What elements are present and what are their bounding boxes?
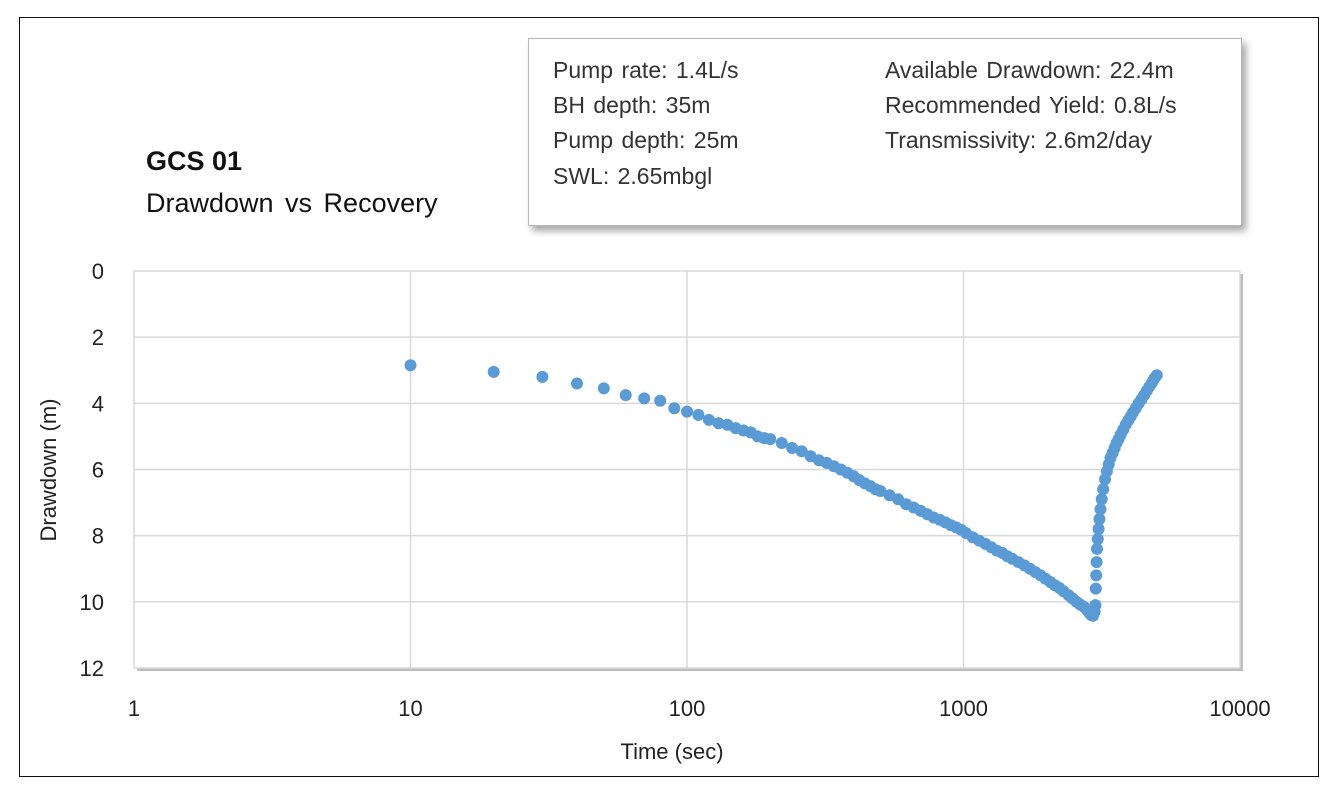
x-tick-label: 100 xyxy=(669,696,706,721)
data-point xyxy=(536,370,549,383)
data-point xyxy=(775,437,788,449)
y-tick-label: 0 xyxy=(92,259,104,284)
data-point xyxy=(571,377,583,390)
data-point xyxy=(1095,493,1108,506)
data-point xyxy=(487,365,500,378)
data-point xyxy=(786,442,799,454)
info-available-drawdown: Available Drawdown: 22.4m xyxy=(885,57,1174,83)
info-bh-depth: BH depth: 35m xyxy=(553,92,711,118)
info-recommended-yield: Recommended Yield: 0.8L/s xyxy=(885,92,1177,118)
pump-test-info-box: Pump rate: 1.4L/s BH depth: 35m Pump dep… xyxy=(528,38,1242,226)
y-tick-label: 6 xyxy=(92,458,104,483)
data-point xyxy=(1091,542,1103,555)
data-point xyxy=(404,359,417,372)
x-tick-label: 10000 xyxy=(1209,696,1270,721)
data-point xyxy=(874,485,887,497)
x-tick-label: 1000 xyxy=(939,696,988,721)
info-swl: SWL: 2.65mbgl xyxy=(553,163,713,189)
data-point xyxy=(1090,556,1103,569)
y-tick-label: 8 xyxy=(92,524,104,549)
data-point xyxy=(712,417,725,430)
y-tick-label: 12 xyxy=(80,656,104,681)
data-point xyxy=(619,389,632,402)
x-tick-label: 10 xyxy=(398,696,422,721)
chart-title: GCS 01 xyxy=(146,146,243,176)
x-tick-label: 1 xyxy=(128,696,140,721)
data-point xyxy=(638,392,651,405)
info-pump-depth: Pump depth: 25m xyxy=(553,127,739,153)
data-point xyxy=(668,402,681,415)
y-tick-label: 10 xyxy=(80,590,104,615)
data-point xyxy=(795,445,808,458)
x-axis-label: Time (sec) xyxy=(620,739,723,764)
data-point xyxy=(1089,582,1102,595)
y-axis-label: Drawdown (m) xyxy=(36,398,61,541)
data-point xyxy=(702,413,715,426)
y-tick-label: 2 xyxy=(92,325,104,350)
plot-area-shadow xyxy=(133,270,1243,671)
data-point xyxy=(1094,503,1107,516)
info-transmissivity: Transmissivity: 2.6m2/day xyxy=(885,127,1152,153)
data-point xyxy=(1150,369,1163,382)
chart-subtitle: Drawdown vs Recovery xyxy=(146,188,438,218)
data-point xyxy=(1097,483,1110,496)
y-tick-label: 4 xyxy=(92,391,104,416)
grid-lines xyxy=(133,270,1241,669)
data-point xyxy=(1090,569,1103,582)
data-point xyxy=(597,382,610,395)
data-point xyxy=(1092,523,1105,535)
x-tick-labels: 1 10 100 1000 10000 xyxy=(128,696,1271,721)
data-point xyxy=(692,408,705,421)
y-tick-labels: 0 2 4 6 8 10 12 xyxy=(80,259,104,681)
info-pump-rate: Pump rate: 1.4L/s xyxy=(553,57,739,83)
data-point xyxy=(1091,533,1104,545)
data-point xyxy=(681,405,693,418)
data-points xyxy=(404,359,1163,622)
data-point xyxy=(1093,513,1106,526)
data-point xyxy=(654,394,667,407)
data-point xyxy=(1089,599,1102,612)
data-point xyxy=(764,433,777,446)
